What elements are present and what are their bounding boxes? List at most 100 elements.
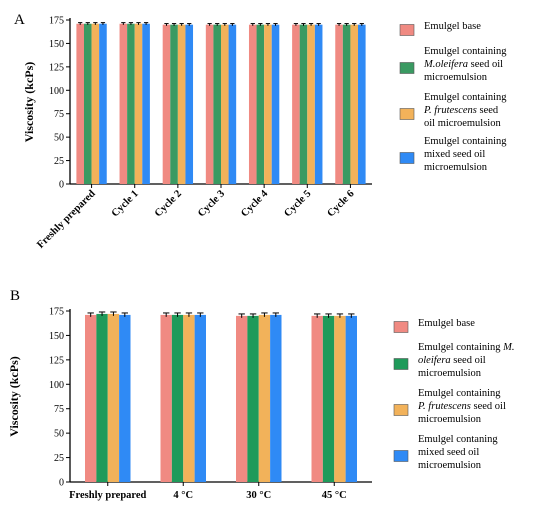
legend-entry-2: Emulgel containing M. oleifera seed oil mi…	[418, 342, 515, 379]
x-tick-label-cycle-4: Cycle 4	[239, 188, 271, 220]
bar	[85, 314, 97, 482]
legend-entry-3: Emulgel containing P. frutescens seed oil…	[417, 388, 506, 425]
bar	[258, 314, 271, 482]
bar	[170, 24, 178, 184]
legend-swatch	[393, 404, 409, 416]
bar	[311, 315, 323, 482]
legend-line: oil microemulsion	[424, 118, 501, 129]
legend-species-name: P. frutescens	[423, 105, 477, 116]
legend-text-part: Emulgel containing	[418, 342, 503, 353]
bar	[76, 23, 84, 185]
y-tick-label: 50	[54, 133, 64, 144]
bar	[292, 24, 300, 184]
bar	[83, 23, 92, 185]
legend-line: Emulgel containing	[424, 136, 507, 147]
bar	[142, 23, 150, 185]
bar	[345, 315, 357, 482]
legend-line: Emulgel containing	[424, 92, 507, 103]
bar	[96, 313, 108, 482]
y-tick-label: 50	[54, 429, 64, 440]
bar	[270, 314, 282, 482]
legend-line: oleifera seed oil	[418, 355, 486, 366]
y-tick-label: 25	[54, 453, 64, 464]
y-tick-label: 25	[54, 156, 64, 167]
bar	[205, 24, 214, 184]
bar	[256, 24, 265, 184]
bar	[134, 23, 143, 185]
legend-line: P. frutescens seed oil	[417, 401, 506, 412]
legend-line: Emulgel containing	[418, 388, 501, 399]
x-tick-label-cycle-6: Cycle 6	[325, 188, 356, 219]
legend-line: microemulsion	[418, 460, 482, 471]
y-tick-label: 0	[59, 180, 64, 191]
bar	[91, 23, 100, 185]
y-tick-label: 125	[49, 355, 64, 366]
bar	[119, 23, 128, 185]
legend-swatch	[399, 108, 415, 120]
panel-a: A 0 25 50 75 100 125 150 175 Viscosity (kcPs) Fres…	[14, 12, 507, 251]
legend-text-part: seed oil	[468, 59, 503, 70]
bar	[221, 24, 229, 184]
panel-b: B 0 25 50 75 100 125 150 175 Viscosity (kcPs) Fres…	[7, 288, 515, 501]
y-tick-label: 75	[54, 109, 64, 120]
legend-line: mixed seed oil	[424, 149, 485, 160]
legend-line: microemulsion	[418, 368, 482, 379]
legend-species-name: P. frutescens	[417, 401, 471, 412]
legend-text-part: seed oil	[471, 401, 506, 412]
legend-line: Emulgel base	[424, 21, 481, 32]
x-tick-label-cycle-1: Cycle 1	[110, 188, 141, 219]
bar	[350, 24, 359, 184]
bar	[322, 315, 335, 482]
bar	[271, 24, 280, 184]
bar	[177, 24, 186, 184]
legend-species-name: M.	[502, 342, 514, 353]
legend-line: P. frutescens seed	[423, 105, 499, 116]
legend-swatch	[399, 24, 415, 36]
legend-entry-2: Emulgel containing M.oleifera seed oil mic…	[423, 46, 507, 83]
y-tick-label: 150	[49, 331, 64, 342]
bar	[119, 314, 131, 482]
bar	[334, 315, 346, 482]
bar	[194, 314, 206, 482]
bar	[247, 315, 259, 482]
x-tick-label-30-c: 30 °C	[246, 490, 271, 501]
y-axis-label: Viscosity (kcPs)	[22, 62, 36, 143]
bar	[307, 24, 315, 184]
y-tick-label: 100	[49, 380, 64, 391]
x-tick-label-freshly-prepared: Freshly prepared	[35, 188, 98, 251]
legend-entry-3: Emulgel containing P. frutescens seed oil …	[423, 92, 507, 129]
bar	[107, 313, 120, 482]
bar	[171, 314, 184, 482]
bar	[248, 24, 257, 184]
legend-line: microemulsion	[418, 414, 482, 425]
y-tick-label: 0	[59, 478, 64, 489]
legend-line: Emulgel contaning	[418, 434, 498, 445]
bar	[335, 24, 343, 184]
legend-swatch	[393, 450, 409, 462]
bar	[127, 23, 135, 185]
bar	[160, 314, 172, 482]
legend-entry-4: Emulgel containing mixed seed oil microemu…	[424, 136, 507, 173]
legend-swatch	[393, 321, 409, 333]
bar	[236, 315, 248, 482]
bar	[213, 24, 221, 184]
legend-text-part: seed	[477, 105, 499, 116]
x-tick-label-cycle-2: Cycle 2	[153, 188, 184, 219]
y-tick-label: 100	[49, 86, 64, 97]
legend-line: microemulsion	[424, 162, 488, 173]
legend-entry-1: Emulgel base	[424, 21, 481, 32]
legend-swatch	[399, 62, 415, 74]
legend-line: Emulgel base	[418, 318, 475, 329]
bar	[299, 24, 308, 184]
y-tick-label: 175	[49, 307, 64, 318]
legend-species-name: M.oleifera	[423, 59, 468, 70]
legend-line: mixed seed oil	[418, 447, 479, 458]
legend-line: M.oleifera seed oil	[423, 59, 503, 70]
bar	[183, 314, 195, 482]
bar	[99, 23, 107, 185]
legend-swatch	[393, 358, 409, 370]
y-tick-label: 75	[54, 404, 64, 415]
legend-swatch	[399, 152, 415, 164]
legend-line: Emulgel containing M.	[418, 342, 515, 353]
legend-entry-4: Emulgel contaning mixed seed oil microemul…	[418, 434, 498, 471]
